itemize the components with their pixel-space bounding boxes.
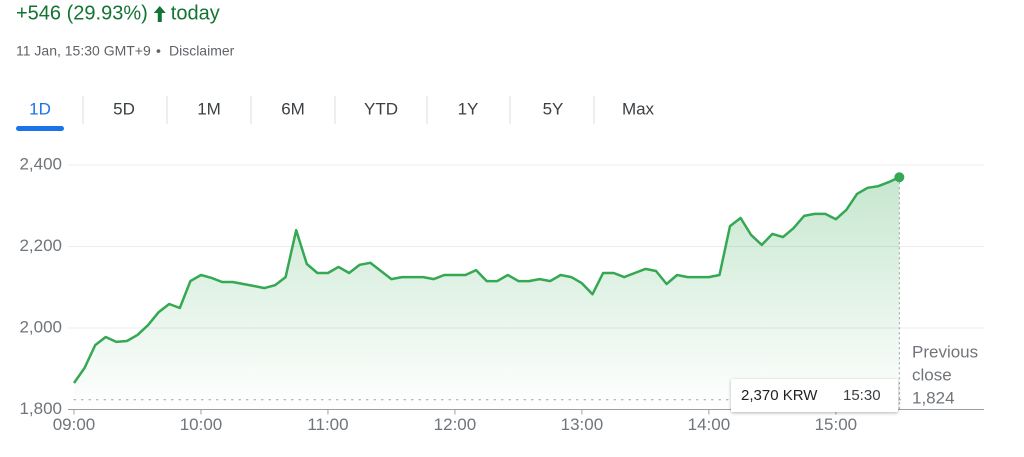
disclaimer-link[interactable]: Disclaimer [169,43,235,59]
previous-close-value: 1,824 [912,388,955,407]
x-tick-label: 12:00 [434,415,477,434]
previous-close-label: Previous [912,342,978,361]
range-tab[interactable]: 5D [113,99,135,118]
range-tab[interactable]: 1Y [458,99,479,118]
x-tick-label: 09:00 [53,415,96,434]
active-tab-indicator [16,126,64,131]
separator: • [156,43,161,59]
range-tab[interactable]: Max [622,99,655,118]
y-tick-label: 2,000 [19,317,62,336]
timestamp: 11 Jan, 15:30 GMT+9 [16,43,151,59]
y-tick-label: 2,400 [19,154,62,173]
y-tick-label: 1,800 [19,399,62,418]
tooltip: 2,370 KRW 15:30 [731,379,898,412]
range-tabs: 1D 5D 1M 6M YTD 1Y 5Y Max [16,96,655,131]
range-tab[interactable]: 1M [197,99,221,118]
x-tick-label: 13:00 [561,415,604,434]
x-tick-label: 11:00 [307,415,348,434]
range-tab[interactable]: 5Y [543,99,564,118]
tooltip-box [731,379,898,412]
tooltip-price: 2,370 KRW [741,387,818,404]
up-arrow [153,6,166,22]
y-tick-label: 2,200 [19,236,62,255]
last-point [894,172,905,183]
price-line [72,176,900,384]
tooltip-time: 15:30 [843,387,881,404]
range-tab[interactable]: 1D [29,99,51,118]
price-area [74,177,900,410]
x-tick-label: 10:00 [180,415,223,434]
previous-close-label: close [912,365,952,384]
range-tab[interactable]: 6M [281,99,305,118]
x-tick-label: 15:00 [815,415,858,434]
plot: 1,800 2,000 2,200 2,400 09:00 10:00 11:00 12:00… [19,154,984,434]
price-change: +546 (29.93%) [16,2,148,24]
range-tab[interactable]: YTD [364,99,398,118]
period: today [171,2,220,24]
x-tick-label: 14:00 [688,415,731,434]
